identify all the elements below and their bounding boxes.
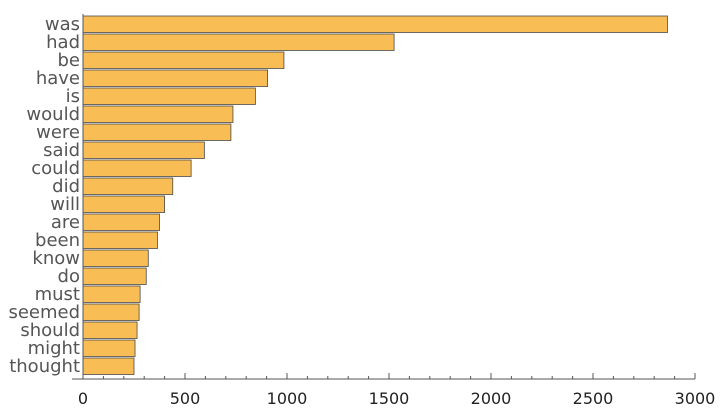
bar-be — [82, 51, 285, 69]
category-label-are: are — [51, 212, 80, 233]
bar-were — [82, 123, 232, 141]
bar-must — [82, 285, 141, 303]
category-label-have: have — [36, 68, 80, 89]
bar-are — [82, 213, 160, 231]
category-label-been: been — [35, 230, 80, 251]
bar-was — [82, 15, 668, 33]
bar-seemed — [82, 303, 140, 321]
category-label-should: should — [20, 320, 80, 341]
category-label-could: could — [31, 158, 80, 179]
category-label-will: will — [50, 194, 80, 215]
bar-will — [82, 195, 165, 213]
category-label-had: had — [46, 32, 80, 53]
bar-thought — [82, 357, 135, 375]
bar-had — [82, 33, 395, 51]
x-tick-label-500: 500 — [170, 389, 201, 408]
bar-know — [82, 249, 149, 267]
category-label-would: would — [26, 104, 80, 125]
category-labels-group: washadbehaveiswouldweresaidcoulddidwilla… — [8, 14, 80, 377]
x-tick-label-2000: 2000 — [471, 389, 512, 408]
x-tick-label-3000: 3000 — [675, 389, 716, 408]
x-ticks-group: 0 500 1000 1500 2000 2500 3000 — [78, 373, 715, 408]
x-tick-label-1500: 1500 — [369, 389, 410, 408]
category-label-is: is — [66, 86, 80, 107]
bar-have — [82, 69, 269, 87]
x-tick-label-2500: 2500 — [573, 389, 614, 408]
x-tick-label-1000: 1000 — [267, 389, 308, 408]
bar-could — [82, 159, 192, 177]
category-label-know: know — [32, 248, 80, 269]
category-label-might: might — [28, 338, 80, 359]
bar-might — [82, 339, 136, 357]
bars-group — [82, 15, 668, 375]
bar-is — [82, 87, 256, 105]
category-label-did: did — [52, 176, 80, 197]
category-label-said: said — [43, 140, 80, 161]
category-label-be: be — [58, 50, 81, 71]
x-tick-label-0: 0 — [78, 389, 88, 408]
category-label-must: must — [35, 284, 80, 305]
category-label-thought: thought — [9, 356, 80, 377]
bar-been — [82, 231, 158, 249]
bar-should — [82, 321, 138, 339]
category-label-were: were — [36, 122, 80, 143]
bar-said — [82, 141, 205, 159]
category-label-seemed: seemed — [8, 302, 80, 323]
bar-did — [82, 177, 174, 195]
category-label-was: was — [45, 14, 80, 35]
axes-group — [72, 14, 695, 380]
bar-would — [82, 105, 234, 123]
category-label-do: do — [58, 266, 80, 287]
bar-do — [82, 267, 147, 285]
